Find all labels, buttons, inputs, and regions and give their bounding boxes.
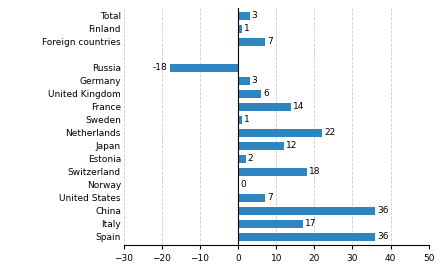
Bar	[170, 64, 238, 72]
Bar	[238, 220, 303, 228]
Bar	[238, 116, 242, 123]
Text: 17: 17	[305, 220, 316, 228]
Text: 3: 3	[251, 76, 257, 85]
Text: 7: 7	[267, 38, 272, 47]
Bar	[238, 208, 375, 215]
Bar	[238, 25, 242, 33]
Bar	[238, 233, 375, 240]
Text: 12: 12	[286, 141, 297, 150]
Text: -18: -18	[153, 63, 168, 72]
Bar	[238, 143, 284, 150]
Bar	[238, 78, 250, 85]
Bar	[238, 194, 265, 202]
Bar	[238, 90, 261, 98]
Text: 3: 3	[251, 11, 257, 20]
Text: 1: 1	[244, 116, 250, 125]
Bar	[238, 13, 250, 20]
Text: 7: 7	[267, 193, 272, 202]
Bar	[238, 38, 265, 45]
Text: 2: 2	[248, 154, 253, 163]
Text: 0: 0	[240, 181, 246, 190]
Bar	[238, 103, 292, 110]
Text: 36: 36	[377, 233, 389, 242]
Bar	[238, 129, 322, 137]
Text: 1: 1	[244, 24, 250, 33]
Text: 36: 36	[377, 206, 389, 215]
Text: 14: 14	[293, 103, 305, 112]
Bar	[238, 168, 307, 175]
Text: 6: 6	[263, 89, 269, 98]
Text: 22: 22	[324, 128, 335, 137]
Bar	[238, 155, 246, 163]
Text: 18: 18	[309, 168, 320, 177]
